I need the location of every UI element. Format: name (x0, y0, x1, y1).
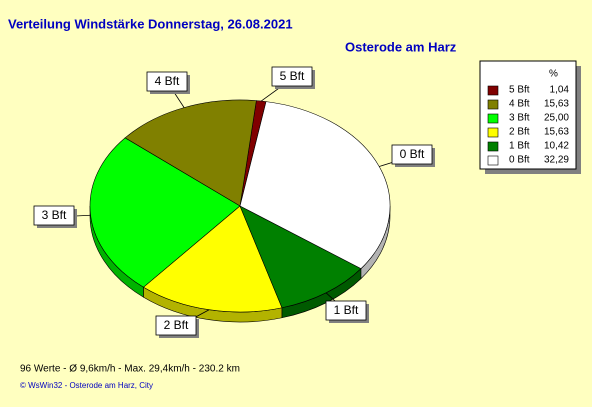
legend-header: % (549, 69, 558, 80)
legend-swatch (487, 99, 499, 110)
label-box (146, 71, 188, 92)
legend-label: 3 Bft (509, 113, 530, 124)
slice-label: 4 Bft (155, 74, 180, 88)
legend-value: 15,63 (544, 127, 569, 138)
legend-label: 5 Bft (509, 85, 530, 96)
slice-label: 1 Bft (334, 303, 359, 317)
credit: © WsWin32 - Osterode am Harz, City (20, 381, 153, 390)
legend-value: 10,42 (544, 141, 569, 152)
pie-slice (239, 205, 362, 309)
pie-slice (124, 99, 257, 207)
legend-swatch (487, 113, 499, 124)
label-box (271, 66, 313, 87)
label-box (325, 300, 367, 321)
legend-label: 4 Bft (509, 99, 530, 110)
footer: 96 Werte - Ø 9,6km/h - Max. 29,4km/h - 2… (20, 364, 240, 375)
legend-label: 2 Bft (509, 127, 530, 138)
legend-label: 1 Bft (509, 141, 530, 152)
legend-label: 0 Bft (509, 155, 530, 166)
legend-value: 15,63 (544, 99, 569, 110)
slice-label: 5 Bft (280, 69, 305, 83)
slice-label: 3 Bft (42, 208, 67, 222)
slice-label: 0 Bft (400, 147, 425, 161)
legend-swatch (487, 155, 499, 166)
chart-subtitle: Osterode am Harz (345, 39, 457, 54)
pie-slice (89, 137, 241, 288)
legend-value: 25,00 (544, 113, 569, 124)
legend-swatch (487, 85, 499, 96)
pie-slice (143, 205, 283, 313)
label-box (33, 205, 75, 226)
label-box (391, 144, 433, 165)
legend-value: 1,04 (550, 85, 570, 96)
legend-swatch (487, 127, 499, 138)
legend-swatch (487, 141, 499, 152)
label-box (155, 315, 197, 336)
legend-value: 32,29 (544, 155, 569, 166)
slice-label: 2 Bft (164, 318, 189, 332)
chart-title: Verteilung Windstärke Donnerstag, 26.08.… (8, 16, 293, 31)
